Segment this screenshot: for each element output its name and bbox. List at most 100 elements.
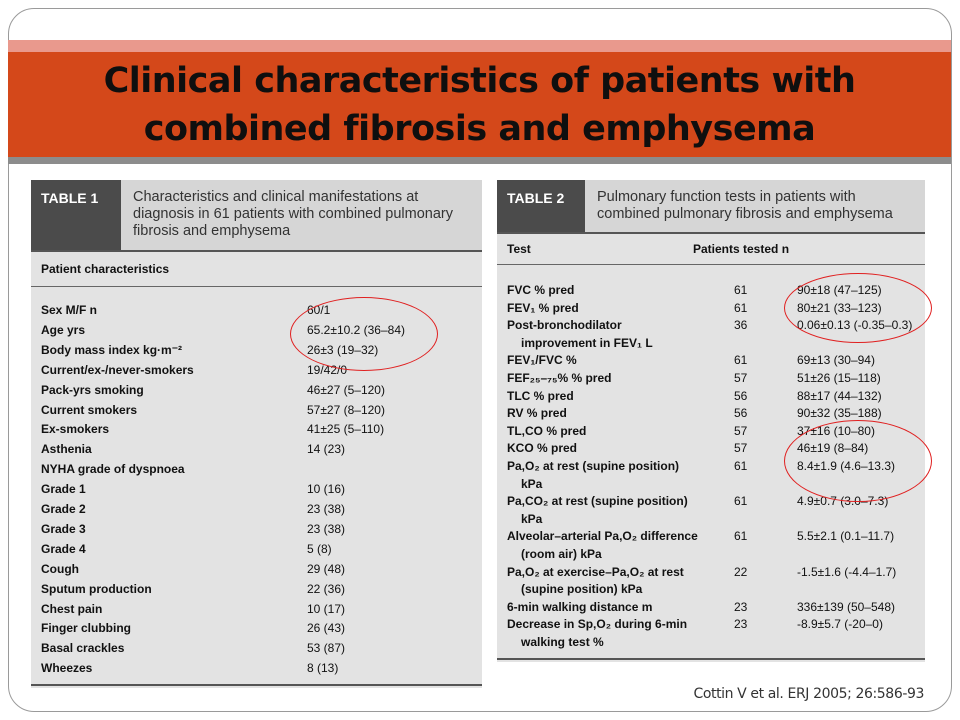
- table2-row-label: TL,CO % pred: [507, 423, 587, 438]
- table1-column-header: Patient characteristics: [41, 262, 170, 276]
- table2-row-label: improvement in FEV₁ L: [521, 335, 653, 350]
- slide-title-line1: Clinical characteristics of patients wit…: [103, 60, 856, 101]
- table1-row-label: Sex M/F n: [41, 303, 98, 317]
- table1-row-value: 41±25 (5–110): [307, 422, 385, 437]
- table2-row-label: (room air) kPa: [521, 547, 602, 561]
- table1-row-label: Wheezes: [41, 661, 93, 676]
- table1-row-value: 5 (8): [307, 541, 332, 556]
- table1-row-label: Basal crackles: [41, 641, 125, 656]
- table2-column-test: Test: [507, 242, 531, 256]
- highlight-circle-table2-top: [784, 273, 932, 343]
- table1-row-label: Pack-yrs smoking: [41, 382, 144, 397]
- table2: TABLE 2 Pulmonary function tests in pati…: [497, 180, 925, 662]
- table2-row-n: 61: [734, 529, 748, 544]
- table2-row-label: 6-min walking distance m: [507, 599, 653, 614]
- table1-header: TABLE 1 Characteristics and clinical man…: [31, 180, 482, 250]
- table2-row-n: 36: [734, 318, 748, 333]
- table1-row-label: Asthenia: [41, 442, 92, 457]
- table2-column-n: Patients tested n: [693, 242, 790, 256]
- table2-row-n: 22: [734, 564, 748, 579]
- table1-header-rule: [31, 286, 482, 287]
- table2-header-rule: [497, 264, 925, 265]
- table2-row-n: 61: [734, 300, 748, 315]
- table1-row-value: 26 (43): [307, 621, 346, 636]
- table2-row-label: FVC % pred: [507, 283, 575, 297]
- table2-row-n: 23: [734, 617, 748, 632]
- table2-top-rule: [497, 232, 925, 234]
- title-band-accent: [8, 40, 951, 52]
- table2-caption: Pulmonary function tests in patients wit…: [597, 189, 893, 222]
- table1-row-value: 8 (13): [307, 661, 339, 676]
- table1-row-value: 23 (38): [307, 521, 346, 536]
- table2-row-label: (supine position) kPa: [521, 582, 643, 597]
- table1-row-label: Body mass index kg·m⁻²: [41, 342, 183, 357]
- table1-row-value: 10 (16): [307, 482, 346, 497]
- table1-row-label: Cough: [41, 561, 79, 576]
- table2-row-label: Post-bronchodilator: [507, 318, 622, 333]
- table1-row-value: 29 (48): [307, 561, 346, 576]
- table1-tag: TABLE 1: [31, 180, 121, 250]
- table2-row-n: 57: [734, 423, 748, 438]
- table2-row-label: Pa,O₂ at exercise–Pa,O₂ at rest: [507, 564, 684, 579]
- table2-row-label: FEV₁ % pred: [507, 300, 579, 315]
- table2-row-label: FEV₁/FVC %: [507, 353, 577, 368]
- table2-row-label: kPa: [521, 511, 543, 526]
- table2-row-value: 336±139 (50–548): [797, 599, 895, 614]
- table2-row-label: kPa: [521, 476, 543, 491]
- table2-row-value: 5.5±2.1 (0.1–11.7): [797, 529, 895, 544]
- table2-tag: TABLE 2: [497, 180, 585, 232]
- table2-row-label: Alveolar–arterial Pa,O₂ difference: [507, 529, 698, 544]
- title-band: Clinical characteristics of patients wit…: [8, 52, 951, 157]
- slide-title: Clinical characteristics of patients wit…: [104, 57, 856, 153]
- table1-row-label: Grade 3: [41, 521, 86, 536]
- table1-row-label: Grade 2: [41, 502, 86, 516]
- table1: TABLE 1 Characteristics and clinical man…: [31, 180, 482, 688]
- citation: Cottin V et al. ERJ 2005; 26:586-93: [693, 686, 924, 702]
- table1-row-label: Ex-smokers: [41, 422, 110, 437]
- table1-row-label: Sputum production: [41, 581, 152, 596]
- highlight-circle-table2-bottom: [784, 420, 932, 502]
- table1-row-value: 23 (38): [307, 502, 346, 516]
- table1-row-value: 53 (87): [307, 641, 346, 656]
- table1-row-value: 10 (17): [307, 601, 346, 616]
- table2-row-value: -8.9±5.7 (-20–0): [797, 617, 883, 632]
- table1-row-label: Chest pain: [41, 601, 103, 616]
- title-band-shadow: [8, 157, 951, 164]
- highlight-circle-table1: [290, 297, 438, 371]
- table1-caption: Characteristics and clinical manifestati…: [133, 189, 453, 239]
- table1-row-label: Grade 4: [41, 541, 86, 556]
- table1-row-label: Age yrs: [41, 322, 86, 337]
- table2-row-label: KCO % pred: [507, 441, 578, 456]
- table2-row-value: 69±13 (30–94): [797, 353, 875, 368]
- table2-header: TABLE 2 Pulmonary function tests in pati…: [497, 180, 925, 232]
- table2-row-label: RV % pred: [507, 406, 567, 421]
- table2-row-n: 61: [734, 283, 748, 297]
- table2-row-label: Decrease in Sp,O₂ during 6-min: [507, 617, 688, 632]
- table1-row-label: Current smokers: [41, 402, 138, 417]
- table2-bottom-rule: [497, 658, 925, 660]
- table1-row-label: Current/ex-/never-smokers: [41, 362, 194, 377]
- table2-row-n: 57: [734, 371, 748, 385]
- table2-row-n: 56: [734, 388, 748, 403]
- table1-row-label: Grade 1: [41, 482, 86, 497]
- table1-row-value: 22 (36): [307, 581, 346, 596]
- table1-top-rule: [31, 250, 482, 252]
- table1-bottom-rule: [31, 684, 482, 686]
- table2-row-value: 90±32 (35–188): [797, 406, 882, 421]
- table2-row-label: walking test %: [521, 635, 604, 649]
- table2-row-n: 56: [734, 406, 748, 421]
- table2-row-label: TLC % pred: [507, 388, 574, 403]
- table1-row-label: Finger clubbing: [41, 621, 131, 636]
- table2-row-label: Pa,O₂ at rest (supine position): [507, 459, 680, 473]
- table2-row-n: 61: [734, 494, 748, 509]
- table2-row-n: 61: [734, 459, 748, 473]
- table2-row-value: 51±26 (15–118): [797, 371, 881, 385]
- table1-row-value: 57±27 (8–120): [307, 402, 385, 417]
- table2-row-label: FEF₂₅–₇₅% % pred: [507, 371, 612, 385]
- table2-row-n: 23: [734, 599, 748, 614]
- slide-title-line2: combined fibrosis and emphysema: [143, 108, 816, 149]
- table1-row-value: 14 (23): [307, 442, 346, 457]
- table1-row-label: NYHA grade of dyspnoea: [41, 462, 185, 477]
- table2-row-n: 57: [734, 441, 748, 456]
- table2-row-value: 88±17 (44–132): [797, 388, 882, 403]
